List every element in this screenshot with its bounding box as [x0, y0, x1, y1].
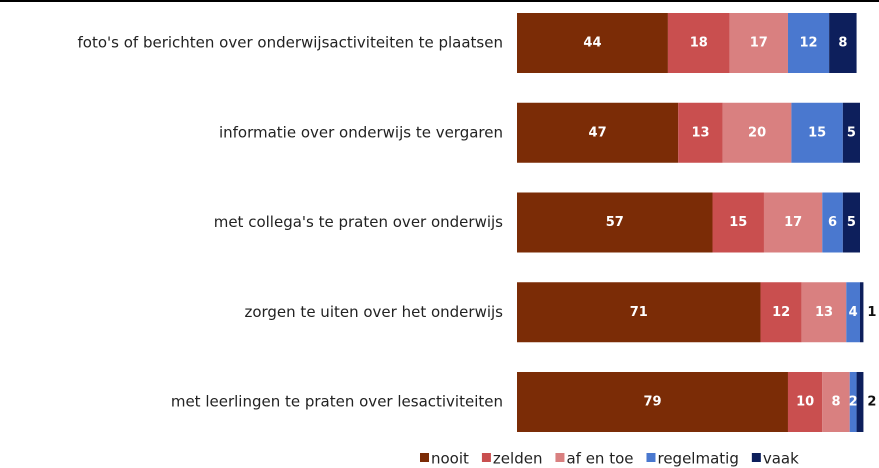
value-label: 44 — [583, 36, 601, 51]
bar-segment — [517, 192, 713, 253]
value-label: 57 — [606, 215, 624, 230]
bar-segment — [667, 13, 730, 73]
bar-segment — [787, 13, 830, 73]
bar-segment — [678, 102, 723, 163]
value-label: 8 — [831, 395, 840, 410]
bar-segment — [760, 282, 802, 343]
value-label: 15 — [729, 215, 747, 230]
bar-segment — [849, 372, 857, 432]
legend-swatch — [751, 453, 761, 462]
legend-swatch — [420, 453, 429, 462]
value-label: 4 — [849, 305, 858, 320]
legend-label: nooit — [431, 450, 469, 468]
bar-segment — [517, 372, 788, 432]
value-label: 8 — [838, 36, 847, 51]
value-label: 79 — [643, 395, 661, 410]
value-label: 5 — [847, 125, 856, 140]
legend-label: af en toe — [566, 450, 633, 468]
bar-segment — [801, 282, 847, 343]
bar-segment — [517, 13, 668, 73]
bar-segment — [517, 282, 761, 343]
bar-segment — [787, 372, 823, 432]
category-label: met leerlingen te praten over lesactivit… — [171, 393, 503, 411]
bar-segment — [846, 282, 860, 343]
value-label: 12 — [772, 305, 790, 320]
bar-segment — [722, 102, 792, 163]
value-label: 20 — [748, 125, 766, 140]
category-label: zorgen te uiten over het onderwijs — [244, 303, 503, 321]
value-label: 71 — [630, 305, 648, 320]
bar-segment — [729, 13, 788, 73]
bar-segment — [856, 372, 864, 432]
value-label: 13 — [691, 125, 709, 140]
value-label: 5 — [847, 215, 856, 230]
legend-swatch — [646, 453, 656, 462]
bar-segment — [763, 192, 823, 253]
bar-segment — [860, 282, 864, 343]
value-label: 12 — [800, 36, 818, 51]
legend-swatch — [481, 453, 491, 462]
category-label: informatie over onderwijs te vergaren — [219, 123, 503, 141]
value-label: 17 — [784, 215, 802, 230]
legend-swatch — [555, 453, 565, 462]
value-label: 18 — [690, 36, 708, 51]
legend-label: regelmatig — [657, 450, 738, 468]
value-label: 13 — [815, 305, 833, 320]
bar-segment — [822, 192, 843, 253]
bar-segment — [842, 102, 860, 163]
bar-segment — [791, 102, 843, 163]
value-label: 1 — [867, 305, 876, 320]
value-label: 2 — [867, 395, 876, 410]
legend-label: zelden — [493, 450, 543, 468]
legend-label: vaak — [763, 450, 799, 468]
value-label: 2 — [849, 395, 858, 410]
bar-segment — [822, 372, 850, 432]
value-label: 47 — [589, 125, 607, 140]
category-label: met collega's te praten over onderwijs — [214, 213, 503, 231]
bar-segment — [517, 102, 679, 163]
value-label: 15 — [808, 125, 826, 140]
value-label: 10 — [796, 395, 814, 410]
bar-segment — [829, 13, 857, 73]
bar-segment — [842, 192, 860, 253]
value-label: 17 — [750, 36, 768, 51]
value-label: 6 — [828, 215, 837, 230]
category-label: foto's of berichten over onderwijsactivi… — [78, 34, 504, 52]
bar-segment — [712, 192, 764, 253]
